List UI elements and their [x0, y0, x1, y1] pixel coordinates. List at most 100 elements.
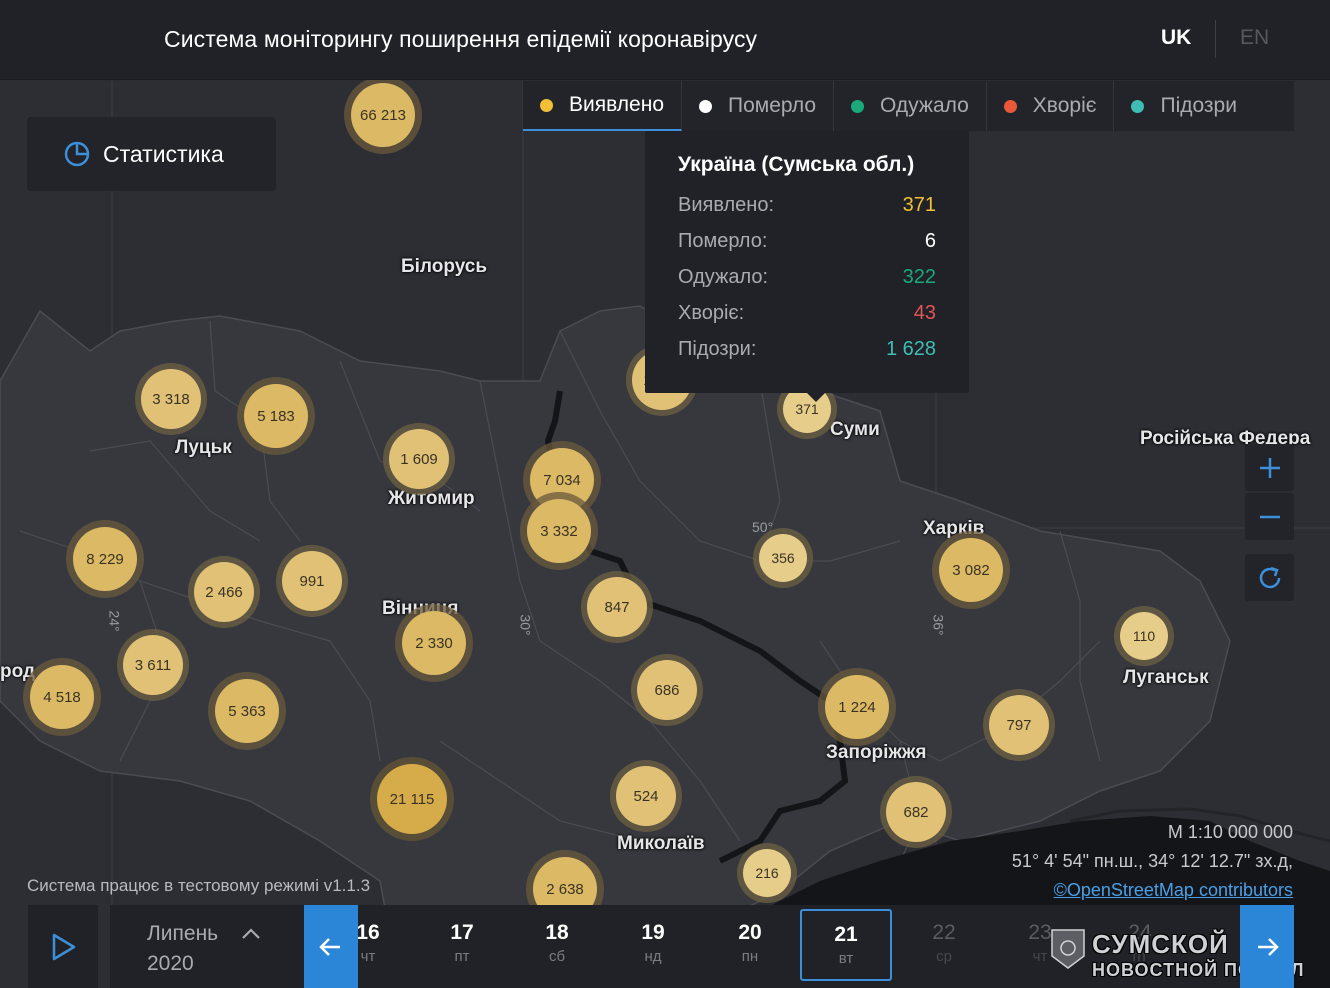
play-icon — [52, 933, 76, 960]
tooltip-title: Україна (Сумська обл.) — [678, 153, 915, 176]
day-weekday: пт — [1132, 948, 1148, 965]
day-number: 18 — [545, 921, 569, 944]
cluster-marker[interactable]: 682 — [886, 782, 946, 842]
city-label-zaporizhzhia: Запоріжжя — [826, 742, 927, 763]
tooltip-value: 43 — [913, 301, 936, 324]
tooltip-key: Одужало: — [678, 265, 769, 288]
grid-label-lon24: 24° — [106, 610, 123, 632]
top-header: Система моніторингу поширення епідемії к… — [0, 0, 1330, 80]
pie-chart-icon — [64, 141, 90, 167]
died-dot-icon — [699, 99, 712, 113]
play-button[interactable] — [28, 905, 98, 988]
chevron-up-icon — [242, 928, 260, 939]
cluster-marker[interactable]: 4 518 — [30, 665, 94, 729]
cluster-marker[interactable]: 524 — [616, 766, 676, 826]
day-item[interactable]: 19 нд — [607, 905, 699, 988]
tab-sick[interactable]: Хворіє — [987, 81, 1115, 131]
tab-died[interactable]: Померло — [682, 81, 835, 131]
tab-recovered[interactable]: Одужало — [834, 81, 987, 131]
tab-label: Хворіє — [1032, 94, 1097, 117]
day-item[interactable]: 17 пт — [416, 905, 508, 988]
city-label-luhansk: Луганськ — [1123, 667, 1209, 688]
map-attribution: М 1:10 000 000 51° 4' 54" пн.ш., 34° 12'… — [1012, 818, 1293, 905]
day-number: 17 — [450, 921, 474, 944]
tooltip-key: Померло: — [678, 229, 768, 252]
refresh-icon — [1259, 566, 1280, 588]
tooltip-row-recovered: Одужало: 322 — [678, 259, 936, 295]
cluster-marker[interactable]: 1 224 — [825, 675, 889, 739]
day-item[interactable]: 23 чт — [994, 905, 1086, 988]
cluster-marker[interactable]: 21 115 — [377, 764, 447, 834]
day-item[interactable]: 18 сб — [511, 905, 603, 988]
grid-label-lon36: 36° — [930, 614, 947, 636]
lang-en-button[interactable]: EN — [1240, 26, 1270, 49]
cluster-marker[interactable]: 3 082 — [939, 538, 1003, 602]
tooltip-row-sick: Хворіє: 43 — [678, 295, 936, 331]
cluster-marker[interactable]: 686 — [637, 660, 697, 720]
statistics-button-label: Статистика — [103, 140, 224, 167]
tooltip-key: Підозри: — [678, 337, 757, 360]
cluster-marker[interactable]: 3 611 — [123, 635, 183, 695]
day-weekday: нд — [644, 948, 662, 965]
day-item[interactable]: 16 чт — [322, 905, 414, 988]
tooltip-key: Виявлено: — [678, 193, 775, 216]
city-label-lutsk: Луцьк — [175, 437, 232, 458]
day-weekday: чт — [1032, 948, 1048, 965]
next-day-button[interactable] — [1240, 905, 1294, 988]
cluster-marker[interactable]: 5 183 — [244, 384, 308, 448]
osm-link[interactable]: ©OpenStreetMap contributors — [1053, 880, 1293, 900]
scale-ratio: М 1:10 000 000 — [1167, 822, 1293, 842]
day-number: 19 — [641, 921, 665, 944]
city-label-belarus: Білорусь — [401, 256, 488, 277]
cluster-marker[interactable]: 2 330 — [402, 611, 466, 675]
cursor-coordinates: 51° 4' 54" пн.ш., 34° 12' 12.7" зх.д, — [1011, 851, 1293, 871]
watermark-line1: СУМСКОЙ — [1092, 929, 1229, 959]
day-item[interactable]: 22 ср — [898, 905, 990, 988]
year-label: 2020 — [147, 952, 194, 975]
zoom-in-button[interactable] — [1245, 444, 1294, 491]
city-label-uzhhorod: род — [0, 661, 36, 682]
day-item[interactable]: 24 пт — [1094, 905, 1186, 988]
tooltip-row-suspected: Підозри: 1 628 — [678, 331, 936, 367]
tooltip-value: 322 — [902, 265, 936, 288]
tooltip-value: 6 — [924, 229, 936, 252]
day-strip — [304, 905, 1294, 988]
cluster-marker[interactable]: 3 332 — [527, 499, 591, 563]
detected-dot-icon — [540, 98, 553, 112]
zoom-out-button[interactable] — [1245, 493, 1294, 540]
watermark: СУМСКОЙ НОВОСТНОЙ ПОРТАЛ — [1044, 924, 1330, 984]
cluster-marker[interactable]: 66 213 — [351, 83, 415, 147]
tab-detected[interactable]: Виявлено — [523, 81, 682, 131]
cluster-marker[interactable]: 8 229 — [73, 527, 137, 591]
cluster-marker[interactable]: 3 318 — [141, 369, 201, 429]
lang-divider — [1215, 20, 1216, 58]
statistics-button[interactable]: Статистика — [27, 117, 276, 191]
cluster-marker[interactable]: 356 — [759, 534, 807, 582]
month-selector[interactable]: Липень 2020 — [110, 905, 304, 988]
city-label-sumy: Суми — [830, 419, 880, 440]
cluster-marker[interactable]: 1 609 — [389, 429, 449, 489]
cluster-marker[interactable]: 110 — [1120, 612, 1168, 660]
day-number: 20 — [738, 921, 762, 944]
day-weekday: пт — [454, 948, 470, 965]
recovered-dot-icon — [851, 99, 865, 113]
day-weekday: пн — [741, 948, 759, 965]
prev-day-button[interactable] — [304, 905, 358, 988]
cluster-marker[interactable]: 5 363 — [215, 679, 279, 743]
tab-label: Одужало — [880, 94, 969, 117]
cluster-marker[interactable]: 216 — [743, 849, 791, 897]
minus-icon — [1259, 515, 1280, 518]
day-weekday: сб — [548, 948, 566, 965]
watermark-badge-icon — [1051, 929, 1085, 969]
cluster-marker[interactable]: 7 034 — [530, 448, 594, 512]
tab-suspected[interactable]: Підозри — [1114, 81, 1254, 131]
day-item[interactable]: 20 пн — [704, 905, 796, 988]
cluster-marker[interactable]: 797 — [989, 695, 1049, 755]
reset-view-button[interactable] — [1245, 554, 1294, 601]
cluster-marker[interactable]: 2 466 — [194, 562, 254, 622]
lang-uk-button[interactable]: UK — [1161, 26, 1192, 49]
cluster-marker[interactable]: 847 — [587, 577, 647, 637]
day-item-selected[interactable]: 21 вт — [800, 909, 892, 981]
cluster-marker[interactable]: 991 — [282, 551, 342, 611]
